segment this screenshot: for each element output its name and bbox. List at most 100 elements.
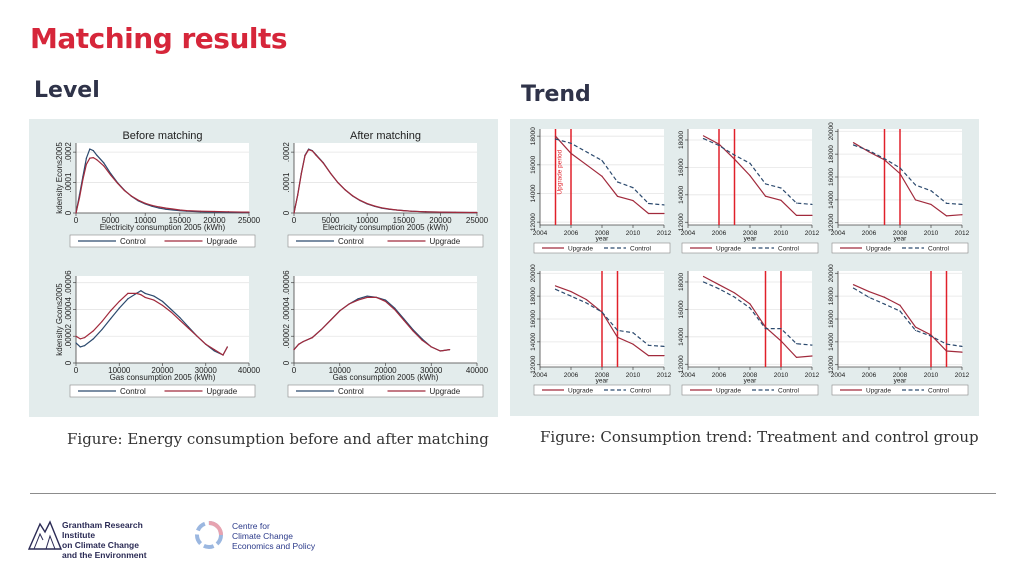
level-2-y-tick-label: .0001: [282, 172, 291, 193]
trend-2-point-upgrade: [702, 135, 705, 137]
level-2-point-upgrade: [300, 173, 302, 175]
level-4-x-tick-label: 0: [292, 366, 297, 375]
trend-4-point-upgrade: [632, 343, 634, 345]
level-1-point-upgrade: [85, 163, 87, 165]
trend-4-point-control: [616, 329, 619, 332]
trend-1-legend-box: [533, 242, 671, 254]
level-2-point-upgrade: [351, 195, 354, 197]
level-2-point-upgrade: [315, 154, 317, 156]
trend-2-legend-box: [681, 242, 819, 254]
trend-5-chart: 2004 2006 2008 2010 2012 12000 14000 16000 18000…: [678, 271, 820, 396]
slide-title: Matching results: [30, 22, 288, 55]
level-3-point-upgrade: [75, 335, 77, 337]
trend-4-point-control: [632, 332, 634, 334]
level-1-y-tick-label: .0002: [64, 142, 73, 163]
level-figure: 0 5000 10000 15000 20000 25000 0 .0001 .0002 Befo…: [55, 130, 489, 398]
trend-1-x-tick-label: 2010: [626, 230, 641, 237]
trend-5-series-upgrade: [703, 275, 813, 359]
level-3-point-control: [153, 295, 155, 297]
trend-4-point-upgrade: [647, 354, 650, 357]
trend-4-legend-label-control: Control: [630, 387, 652, 394]
level-4-point-upgrade: [339, 310, 341, 312]
level-2-x-tick-label: 0: [292, 216, 297, 225]
trend-4-point-control: [601, 311, 603, 313]
trend-6-y-tick-label: 14000: [828, 332, 835, 350]
trend-3-point-control: [883, 158, 886, 160]
trend-3-point-upgrade: [868, 151, 870, 153]
level-1-point-upgrade: [151, 204, 153, 206]
trend-5-x-tick-label: 2004: [681, 372, 696, 379]
trend-4-point-upgrade: [570, 290, 572, 293]
level-2-point-upgrade: [344, 189, 346, 191]
trend-2-plot-area: [688, 129, 812, 225]
level-4-point-upgrade: [421, 339, 423, 341]
trend-5-y-tick-label: 16000: [678, 300, 685, 318]
level-1-point-upgrade: [92, 157, 94, 159]
level-2-point-upgrade: [359, 199, 361, 201]
level-1-point-upgrade: [227, 211, 229, 213]
level-1-point-control: [92, 150, 94, 152]
level-2-point-upgrade: [366, 202, 368, 205]
level-1-y-tick-label: 0: [64, 210, 73, 215]
level-4-xlabel: Gas consumption 2005 (kWh): [333, 373, 439, 382]
trend-4-xlabel: year: [596, 378, 609, 385]
trend-6-x-tick-label: 2012: [955, 372, 970, 379]
trend-1-point-control: [616, 181, 619, 183]
trend-2-y-tick-label: 12000: [678, 213, 685, 231]
level-2-point-upgrade: [330, 172, 332, 175]
level-4-point-control: [357, 298, 359, 300]
trend-3-point-control: [868, 150, 870, 152]
level-3-x-tick-label: 20000: [151, 366, 174, 375]
caption-right: Figure: Consumption trend: Treatment and…: [540, 428, 979, 446]
level-1-legend-label-control: Control: [120, 237, 146, 246]
trend-4-y-tick-label: 18000: [530, 287, 537, 305]
level-2-point-upgrade: [311, 150, 313, 152]
trend-4-point-control: [554, 288, 557, 290]
trend-5-point-upgrade: [702, 275, 705, 278]
trend-6-point-upgrade: [961, 351, 963, 353]
level-2-point-upgrade: [476, 211, 478, 214]
grantham-logo[interactable]: Grantham Research Institute on Climate C…: [28, 518, 178, 560]
trend-2-point-control: [764, 183, 767, 185]
level-1-y-tick-label: .0001: [64, 172, 73, 193]
level-2-chart: 0 5000 10000 15000 20000 25000 0 .0001 .0002 Afte…: [282, 130, 489, 248]
grantham-line-3: and the Environment: [62, 550, 147, 560]
trend-1-point-upgrade: [663, 212, 665, 215]
level-3-legend-label-upgrade: Upgrade: [207, 387, 238, 396]
trend-4-x-tick-label: 2006: [564, 372, 579, 379]
level-1-title: Before matching: [122, 130, 202, 142]
trend-figure: 2004 2006 2008 2010 2012 12000 14000 16000 18000…: [530, 122, 970, 396]
trend-2-y-tick-label: 16000: [678, 158, 685, 176]
level-3-point-upgrade: [187, 327, 190, 329]
level-1-point-upgrade: [165, 207, 167, 209]
level-3-point-control: [79, 346, 81, 348]
trend-heading: Trend: [521, 82, 591, 107]
level-1-point-control: [172, 209, 174, 211]
trend-1-series-upgrade: [555, 135, 664, 215]
trend-6-point-upgrade: [914, 326, 917, 328]
trend-5-point-upgrade: [733, 292, 736, 294]
trend-4-x-tick-label: 2010: [626, 372, 641, 379]
level-2-point-upgrade: [439, 211, 441, 213]
trend-4-y-tick-label: 14000: [530, 332, 537, 350]
trend-3-x-tick-label: 2004: [831, 230, 846, 237]
level-3-legend-label-control: Control: [120, 387, 146, 396]
trend-6-y-tick-label: 18000: [828, 287, 835, 305]
cccep-logo[interactable]: Centre for Climate Change Economics and …: [194, 520, 324, 552]
level-3-point-upgrade: [84, 336, 86, 339]
level-4-point-control: [394, 307, 396, 309]
level-1-point-control: [96, 154, 98, 156]
level-1-plot-area: [76, 143, 249, 213]
trend-2-point-control: [718, 144, 720, 147]
trend-4-point-control: [647, 344, 650, 346]
level-1-point-upgrade: [110, 174, 112, 176]
trend-1-point-control: [570, 142, 572, 144]
level-2-point-upgrade: [293, 212, 295, 214]
level-3-point-upgrade: [170, 311, 172, 313]
level-1-point-upgrade: [172, 208, 174, 210]
trend-1-point-control: [554, 138, 557, 140]
level-1-x-tick-label: 25000: [238, 216, 261, 225]
level-1-point-upgrade: [179, 209, 181, 211]
level-3-point-upgrade: [179, 319, 181, 321]
level-3-point-upgrade: [140, 294, 142, 296]
